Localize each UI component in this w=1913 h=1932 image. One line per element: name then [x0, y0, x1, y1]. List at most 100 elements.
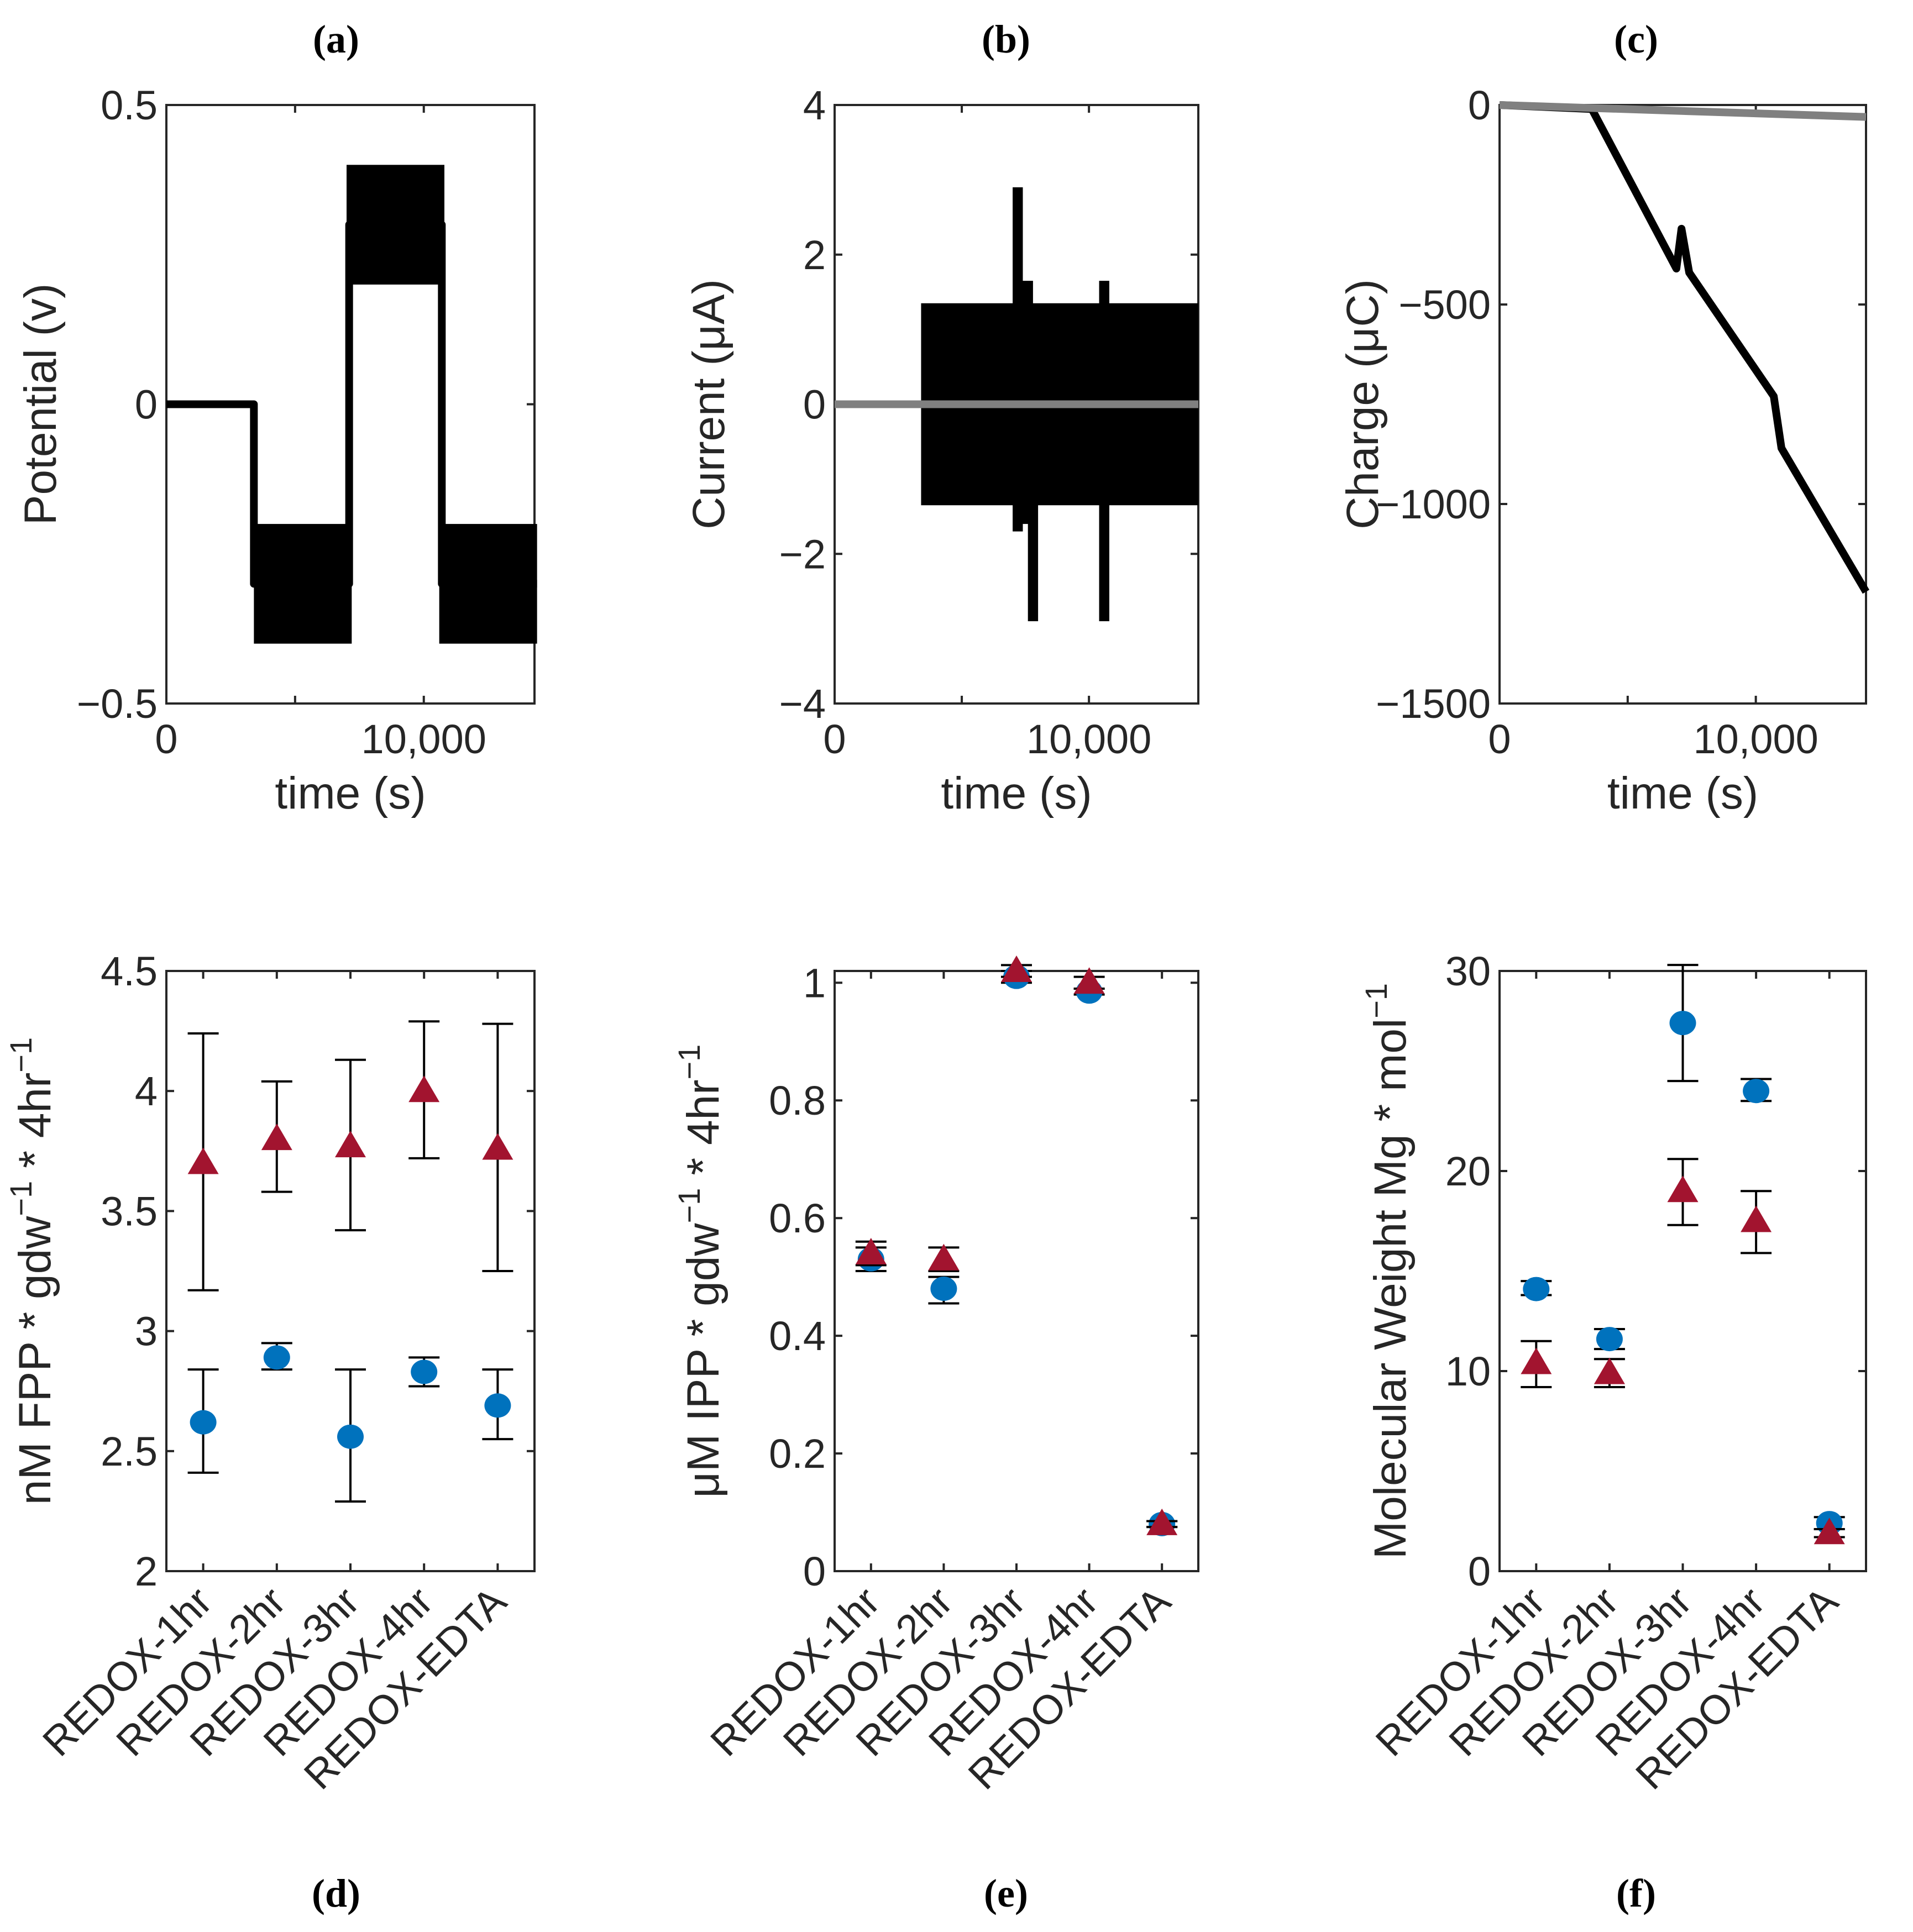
y-tick-label: 4.5 — [101, 948, 158, 994]
panel-label: (e) — [984, 1871, 1028, 1915]
panel-d: (d)22.533.544.5REDOX-1hrREDOX-2hrREDOX-3… — [3, 948, 536, 1915]
signal-band — [1013, 187, 1023, 532]
triangle-point — [1667, 1175, 1699, 1203]
series-triangle — [187, 1020, 513, 1292]
panel-label: (f) — [1616, 1871, 1656, 1915]
y-tick-label: 2 — [803, 232, 826, 278]
circle-point — [1669, 1011, 1696, 1036]
x-axis-label: time (s) — [1607, 768, 1758, 818]
series-circle — [187, 1342, 513, 1503]
y-label-superscript: −1 — [1359, 983, 1393, 1019]
y-tick-label: 2.5 — [101, 1429, 158, 1474]
y-tick-label: 2 — [135, 1548, 158, 1594]
triangle-point — [855, 1238, 887, 1265]
circle-point — [930, 1276, 957, 1301]
circle-point — [1743, 1079, 1770, 1104]
y-tick-label: 0 — [803, 1548, 826, 1594]
y-label-text: Molecular Weight Mg * mol — [1365, 1019, 1416, 1559]
panel-e: (e)00.20.40.60.81REDOX-1hrREDOX-2hrREDOX… — [672, 956, 1199, 1915]
series-circle — [855, 964, 1178, 1536]
x-tick-label: 10,000 — [1693, 716, 1818, 762]
circle-point — [263, 1345, 290, 1370]
y-tick-label: −1500 — [1376, 681, 1491, 727]
y-label-superscript: −1 — [672, 1044, 706, 1080]
y-axis-label: μM IPP * gdw−1 * 4hr−1 — [672, 1044, 728, 1498]
y-tick-label: 0.4 — [769, 1313, 826, 1359]
triangle-point — [1741, 1205, 1772, 1232]
x-tick-label: 0 — [155, 716, 177, 762]
series-potential — [166, 165, 537, 644]
series-line — [166, 221, 537, 588]
signal-band — [1099, 281, 1109, 622]
y-tick-label: 4 — [135, 1068, 158, 1114]
circle-point — [337, 1424, 364, 1449]
y-axis-label: nM FPP * gdw−1 * 4hr−1 — [3, 1037, 60, 1505]
y-tick-label: −500 — [1398, 282, 1491, 328]
circle-point — [1596, 1327, 1623, 1352]
y-label-text: * 4hr — [10, 1073, 60, 1181]
series-line — [1499, 101, 1870, 594]
y-axis-label: Current (μA) — [684, 279, 734, 529]
panel-label: (a) — [313, 17, 359, 61]
y-label-text: * 4hr — [678, 1080, 728, 1188]
y-label-superscript: −1 — [3, 1037, 38, 1073]
series-charge — [1499, 101, 1870, 594]
series-control — [1499, 101, 1867, 121]
triangle-point — [1073, 967, 1105, 994]
triangle-point — [928, 1243, 960, 1271]
y-axis-label: Charge (μC) — [1338, 279, 1388, 529]
triangle-point — [1146, 1508, 1178, 1535]
y-tick-label: 1 — [803, 960, 826, 1006]
series-circle — [1521, 964, 1845, 1536]
circle-point — [484, 1393, 511, 1418]
triangle-point — [1001, 956, 1032, 982]
y-tick-label: −4 — [779, 681, 826, 727]
x-tick-label: 10,000 — [361, 716, 486, 762]
circle-point — [190, 1410, 217, 1435]
triangle-point — [335, 1131, 366, 1158]
x-axis-label: time (s) — [941, 768, 1092, 818]
circle-point — [1523, 1277, 1550, 1301]
y-tick-label: 3.5 — [101, 1188, 158, 1234]
panel-label: (b) — [982, 17, 1030, 61]
x-tick-label: 0 — [1488, 716, 1511, 762]
y-axis-label: Molecular Weight Mg * mol−1 — [1359, 983, 1416, 1559]
series-triangle — [855, 956, 1178, 1535]
x-tick-label: 0 — [823, 716, 846, 762]
y-tick-label: 0.6 — [769, 1195, 826, 1241]
y-tick-label: 0 — [803, 382, 826, 428]
panel-label: (d) — [312, 1871, 360, 1915]
y-label-text: Charge (μC) — [1338, 279, 1388, 529]
x-tick-label: 10,000 — [1026, 716, 1151, 762]
y-tick-label: −2 — [779, 531, 826, 577]
y-tick-label: 30 — [1445, 948, 1491, 994]
panel-label: (c) — [1614, 17, 1658, 61]
signal-band — [1028, 404, 1039, 622]
y-label-text: Current (μA) — [684, 279, 734, 529]
triangle-point — [408, 1075, 440, 1102]
y-tick-label: 0 — [135, 382, 158, 428]
triangle-point — [261, 1124, 292, 1151]
axes-box — [834, 970, 1199, 1572]
y-tick-label: 3 — [135, 1309, 158, 1355]
triangle-point — [482, 1133, 513, 1160]
y-label-superscript: −1 — [672, 1188, 706, 1224]
y-label-text: nM FPP * gdw — [10, 1216, 60, 1505]
y-tick-label: −0.5 — [77, 681, 158, 727]
y-tick-label: 10 — [1445, 1348, 1491, 1394]
triangle-point — [1594, 1357, 1625, 1384]
x-axis-label: time (s) — [275, 768, 426, 818]
y-tick-label: 0.2 — [769, 1431, 826, 1477]
y-tick-label: 0.8 — [769, 1078, 826, 1124]
series-line — [1499, 101, 1867, 121]
series-triangle — [1521, 1158, 1845, 1545]
axes-box — [1498, 104, 1867, 705]
circle-point — [411, 1359, 438, 1384]
triangle-point — [1521, 1347, 1552, 1374]
triangle-point — [187, 1147, 219, 1174]
y-label-superscript: −1 — [3, 1181, 38, 1216]
y-label-text: μM IPP * gdw — [678, 1223, 728, 1498]
y-tick-label: −1000 — [1376, 481, 1491, 527]
